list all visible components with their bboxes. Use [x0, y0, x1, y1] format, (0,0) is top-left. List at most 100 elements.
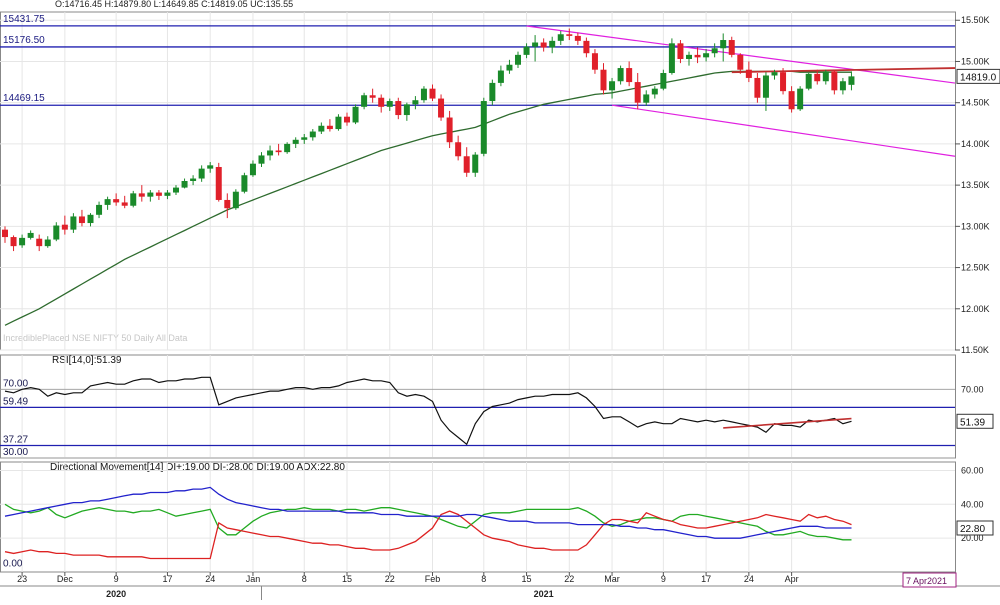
candle-body: [147, 192, 154, 197]
candle-body: [301, 137, 308, 140]
price-tick-label: 11.50K: [961, 345, 989, 355]
adx-last-label: 22.80: [960, 524, 985, 535]
rsi-line: [4, 376, 852, 446]
rsi-level-label: 37.27: [3, 435, 28, 446]
dm-series-di: [4, 510, 852, 560]
candle-body: [532, 42, 539, 47]
x-tick-label: Dec: [57, 574, 74, 584]
candle-body: [378, 97, 385, 107]
x-tick-label: 22: [564, 574, 574, 584]
candle-body: [10, 237, 17, 247]
lower-trendline: [611, 104, 956, 157]
candle-body: [155, 192, 162, 196]
candle-body: [96, 204, 103, 215]
candle-body: [19, 237, 26, 246]
candle-body: [694, 54, 701, 58]
candle-body: [326, 125, 333, 130]
candle-body: [78, 216, 85, 224]
resistance-line: [731, 67, 956, 74]
candle-body: [386, 101, 393, 107]
candle-body: [788, 91, 795, 110]
candle-body: [814, 73, 821, 82]
candle-body: [634, 82, 641, 103]
year-label: 2021: [534, 589, 554, 599]
candle-body: [762, 75, 769, 98]
candle-body: [420, 88, 427, 101]
candle-body: [395, 101, 402, 116]
x-tick-label: 22: [385, 574, 395, 584]
candle-body: [822, 71, 829, 82]
candle-body: [215, 166, 222, 200]
x-tick-label: Feb: [425, 574, 441, 584]
candle-body: [754, 77, 761, 98]
candle-body: [284, 143, 291, 153]
candle-body: [121, 202, 128, 206]
candle-body: [190, 178, 197, 181]
candle-body: [600, 69, 607, 91]
candle-body: [771, 72, 778, 76]
candle-body: [472, 154, 479, 173]
candle-body: [207, 165, 214, 169]
x-tick-label: 17: [701, 574, 711, 584]
candle-body: [566, 34, 573, 36]
candle-body: [455, 142, 462, 157]
candle-body: [267, 150, 274, 156]
dm-left-label: 0.00: [3, 559, 23, 570]
x-tick-label: 17: [162, 574, 172, 584]
candle-body: [609, 81, 616, 91]
candle-body: [848, 76, 855, 85]
candle-body: [61, 224, 68, 230]
level-label: 14469.15: [3, 93, 45, 104]
candle-body: [181, 181, 188, 188]
dm-tick-label: 60.00: [961, 465, 984, 475]
candle-body: [70, 216, 77, 230]
candle-body: [515, 54, 521, 65]
rsi-label: RSI[14,0]:51.39: [52, 355, 122, 366]
candle-body: [344, 116, 350, 123]
candle-body: [361, 95, 368, 107]
candle-body: [497, 70, 504, 83]
candle-body: [173, 187, 179, 193]
rsi-level-label: 30.00: [3, 447, 28, 458]
x-tick-label: 9: [661, 574, 666, 584]
dm-series-adx: [4, 486, 852, 539]
candle-body: [617, 68, 624, 82]
candle-body: [831, 71, 838, 91]
candle-body: [2, 229, 8, 238]
candle-body: [87, 214, 94, 224]
candle-body: [249, 163, 256, 176]
candle-body: [352, 106, 359, 123]
last-price-badge: [956, 68, 1000, 84]
price-tick-label: 15.50K: [961, 15, 990, 25]
candle-body: [429, 88, 436, 99]
candle-body: [797, 88, 804, 110]
candle-body: [130, 193, 137, 206]
candle-body: [438, 98, 445, 118]
x-tick-label: 8: [302, 574, 307, 584]
candle-body: [651, 88, 658, 95]
candle-body: [489, 82, 496, 102]
candle-body: [728, 40, 735, 55]
candle-body: [703, 53, 710, 58]
candle-body: [686, 54, 692, 59]
dm-frame: [0, 461, 956, 573]
directional-movement-panel: 0.00: [3, 486, 852, 570]
candle-body: [737, 54, 744, 70]
candle-body: [463, 156, 470, 173]
rsi-level-label: 59.49: [3, 396, 28, 407]
x-tick-label: Mar: [604, 574, 620, 584]
candle-body: [138, 193, 145, 197]
cursor-date-badge: [902, 572, 957, 588]
candle-body: [643, 94, 650, 103]
dm-tick-label: 40.00: [961, 499, 984, 509]
x-tick-label: Jan: [246, 574, 261, 584]
x-tick-label: 9: [114, 574, 119, 584]
dm-series-di: [4, 503, 852, 541]
x-tick-label: Apr: [785, 574, 799, 584]
candle-body: [574, 35, 581, 41]
dm-tick-label: 20.00: [961, 533, 984, 543]
candle-body: [258, 155, 265, 164]
level-label: 15431.75: [3, 14, 45, 25]
